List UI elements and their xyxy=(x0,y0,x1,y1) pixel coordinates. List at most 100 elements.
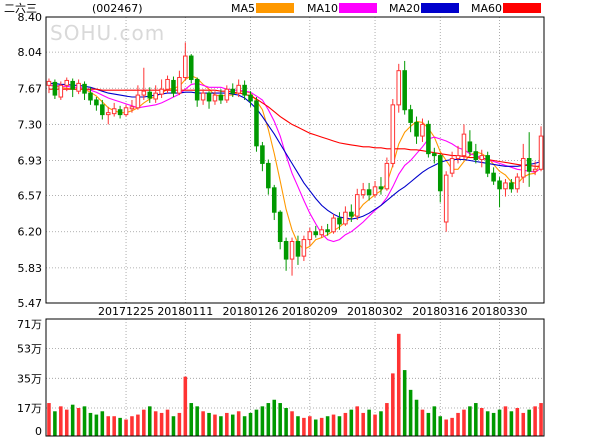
volume-panel: 71万 53万 35万 17万 0 xyxy=(17,318,545,438)
candle-body xyxy=(111,108,117,115)
volume-bar xyxy=(147,406,152,436)
candle-body xyxy=(461,133,467,157)
date-tick-label: 20180111 xyxy=(157,305,213,318)
candle-body xyxy=(260,145,265,164)
volume-bar xyxy=(509,411,514,436)
date-tick-label: 20180330 xyxy=(472,305,528,318)
candle-body xyxy=(515,176,520,190)
volume-bar xyxy=(59,406,63,436)
candle-body xyxy=(532,168,538,172)
volume-bar xyxy=(213,414,217,436)
legend-label-ma20: MA20 xyxy=(389,2,420,15)
volume-bar xyxy=(438,416,443,436)
volume-bar xyxy=(82,406,87,436)
volume-bar xyxy=(142,409,146,436)
candle-body xyxy=(82,83,87,94)
date-tick-label: 20180316 xyxy=(412,305,468,318)
volume-bar xyxy=(266,403,271,436)
candle-body xyxy=(230,88,236,94)
ma-line-ma5 xyxy=(48,74,542,250)
volume-tick-label: 35万 xyxy=(17,372,42,385)
volume-bar xyxy=(290,411,294,436)
candle-body xyxy=(402,70,407,111)
candle-body xyxy=(200,92,206,101)
candle-body xyxy=(390,104,396,164)
volume-bar xyxy=(391,373,395,436)
price-y-axis: 8.40 8.04 7.67 7.30 6.93 6.57 6.20 5.83 5.47 xyxy=(18,11,43,310)
volume-bar xyxy=(474,403,478,436)
candle-body xyxy=(88,92,93,101)
volume-bar xyxy=(539,403,543,436)
volume-bar xyxy=(254,409,259,436)
candle-body xyxy=(277,211,283,243)
volume-bar xyxy=(331,414,336,436)
volume-bar xyxy=(195,406,199,436)
legend: MA5 MA10 MA20 MA60 xyxy=(231,2,541,15)
volume-bar xyxy=(319,417,324,436)
volume-bar xyxy=(260,406,265,436)
candle-body xyxy=(64,79,70,86)
candle-body xyxy=(372,186,378,196)
candle-body xyxy=(236,84,241,94)
legend-label-ma5: MA5 xyxy=(231,2,255,15)
volume-bar xyxy=(313,419,318,436)
candle-body xyxy=(366,189,372,196)
volume-bar xyxy=(485,411,490,436)
volume-bar xyxy=(396,333,401,436)
volume-bar xyxy=(491,412,496,436)
volume-bar xyxy=(426,412,431,436)
date-axis: 20171225 20180111 20180126 20180209 20180302… xyxy=(98,305,528,318)
candle-body xyxy=(283,241,289,260)
legend-swatch-ma5 xyxy=(256,3,294,13)
candle-body xyxy=(206,92,212,102)
volume-bar xyxy=(296,416,300,436)
candle-body xyxy=(331,217,336,233)
candlestick-series xyxy=(46,42,544,276)
volume-bar xyxy=(130,416,134,436)
volume-bar xyxy=(177,412,182,436)
volume-bar xyxy=(278,403,282,436)
price-tick-label: 7.30 xyxy=(18,118,43,131)
volume-bar xyxy=(402,370,407,436)
volume-bar xyxy=(124,419,128,436)
candle-body xyxy=(117,109,123,116)
candle-body xyxy=(295,241,301,257)
price-tick-label: 8.40 xyxy=(18,11,43,24)
volume-bar xyxy=(88,412,93,436)
volume-bar xyxy=(70,404,75,436)
candle-body xyxy=(408,109,413,123)
volume-bar xyxy=(503,406,508,436)
candle-body xyxy=(301,239,307,257)
candle-body xyxy=(313,231,319,236)
volume-bar xyxy=(521,412,526,436)
price-tick-label: 6.93 xyxy=(18,154,43,167)
volume-bar xyxy=(165,409,170,436)
candle-body xyxy=(58,84,64,98)
candle-body xyxy=(183,55,188,79)
candle-body xyxy=(384,162,390,190)
candle-body xyxy=(266,162,271,189)
candle-body xyxy=(455,155,461,160)
candle-body xyxy=(420,123,425,137)
candle-body xyxy=(337,217,342,225)
candle-body xyxy=(538,135,544,170)
candle-body xyxy=(497,180,502,190)
volume-bar xyxy=(302,417,306,436)
volume-bar xyxy=(349,409,354,436)
volume-bar xyxy=(432,406,437,436)
volume-bar xyxy=(225,412,229,436)
volume-bar xyxy=(136,414,140,436)
watermark: SOHU.com xyxy=(50,21,165,45)
volume-bar xyxy=(236,411,241,436)
volume-bar xyxy=(47,403,51,436)
volume-panel-border xyxy=(45,318,545,437)
volume-bar xyxy=(414,399,419,436)
legend-swatch-ma10 xyxy=(339,3,377,13)
volume-bar xyxy=(308,416,312,436)
candle-body xyxy=(432,153,437,157)
volume-bar xyxy=(361,412,365,436)
candle-body xyxy=(177,77,182,94)
volume-bar xyxy=(450,417,454,436)
volume-bar xyxy=(420,409,425,436)
